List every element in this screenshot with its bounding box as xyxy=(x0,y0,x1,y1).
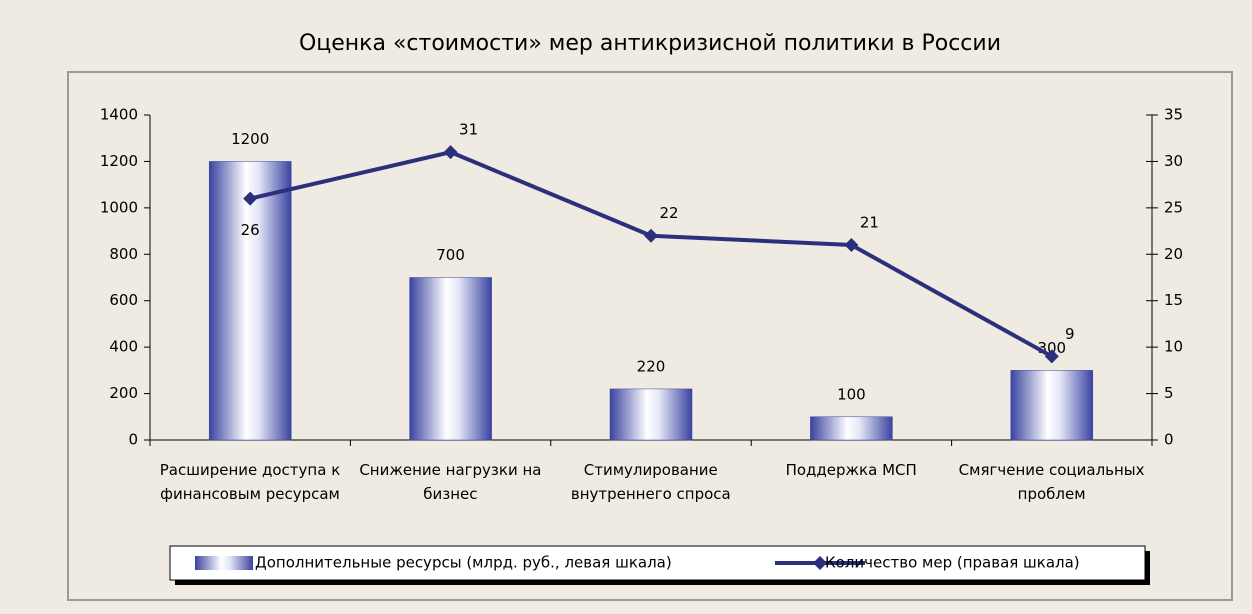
legend-box xyxy=(169,545,1146,581)
bar-value-label: 1200 xyxy=(231,130,269,148)
y-tick-label: 200 xyxy=(109,384,138,402)
y2-tick-label: 30 xyxy=(1164,152,1183,170)
y2-tick-label: 10 xyxy=(1164,338,1183,356)
y2-tick-label: 0 xyxy=(1164,431,1174,449)
bar xyxy=(208,161,292,441)
y-tick-label: 800 xyxy=(109,245,138,263)
legend-label: Количество мер (правая шкала) xyxy=(825,554,1080,572)
y2-tick-label: 35 xyxy=(1164,106,1183,124)
line-marker xyxy=(1044,349,1059,364)
y2-tick-label: 5 xyxy=(1164,384,1174,402)
line-marker xyxy=(243,191,258,206)
x-tick-label: Расширение доступа к финансовым ресурсам xyxy=(159,461,341,503)
line-marker xyxy=(644,228,658,243)
bar xyxy=(409,277,492,441)
bar-value-label: 220 xyxy=(637,357,666,375)
line-value-label: 26 xyxy=(241,221,260,239)
x-tick-label: Смягчение социальных проблем xyxy=(958,461,1145,503)
y-tick-label: 1400 xyxy=(100,106,138,124)
legend-marker xyxy=(813,556,827,570)
y2-tick-label: 15 xyxy=(1164,291,1183,309)
bar xyxy=(1010,370,1094,441)
line-value-label: 9 xyxy=(1065,325,1075,343)
y-tick-label: 400 xyxy=(109,338,138,356)
y-tick-label: 600 xyxy=(109,291,138,309)
y2-tick-label: 20 xyxy=(1164,245,1183,263)
x-tick-label: Снижение нагрузки на бизнес xyxy=(359,461,542,503)
bar-value-label: 100 xyxy=(837,385,866,403)
legend-swatch xyxy=(195,556,253,570)
x-tick-label: Поддержка МСП xyxy=(785,461,917,479)
legend-label: Дополнительные ресурсы (млрд. руб., лева… xyxy=(255,554,672,572)
y-tick-label: 1000 xyxy=(100,198,138,216)
x-tick-label: Стимулирование внутреннего спроса xyxy=(570,461,731,503)
y-tick-label: 1200 xyxy=(100,152,138,170)
line-value-label: 22 xyxy=(659,204,678,222)
line-value-label: 21 xyxy=(860,214,879,232)
line-value-label: 31 xyxy=(459,121,478,139)
y-tick-label: 0 xyxy=(128,431,138,449)
y2-tick-label: 25 xyxy=(1164,198,1183,216)
line-marker xyxy=(844,238,859,252)
bar xyxy=(810,416,893,441)
bar-value-label: 700 xyxy=(436,246,465,264)
line-marker xyxy=(443,145,458,160)
bar xyxy=(609,388,693,441)
chart-title: Оценка «стоимости» мер антикризисной пол… xyxy=(299,31,1001,56)
